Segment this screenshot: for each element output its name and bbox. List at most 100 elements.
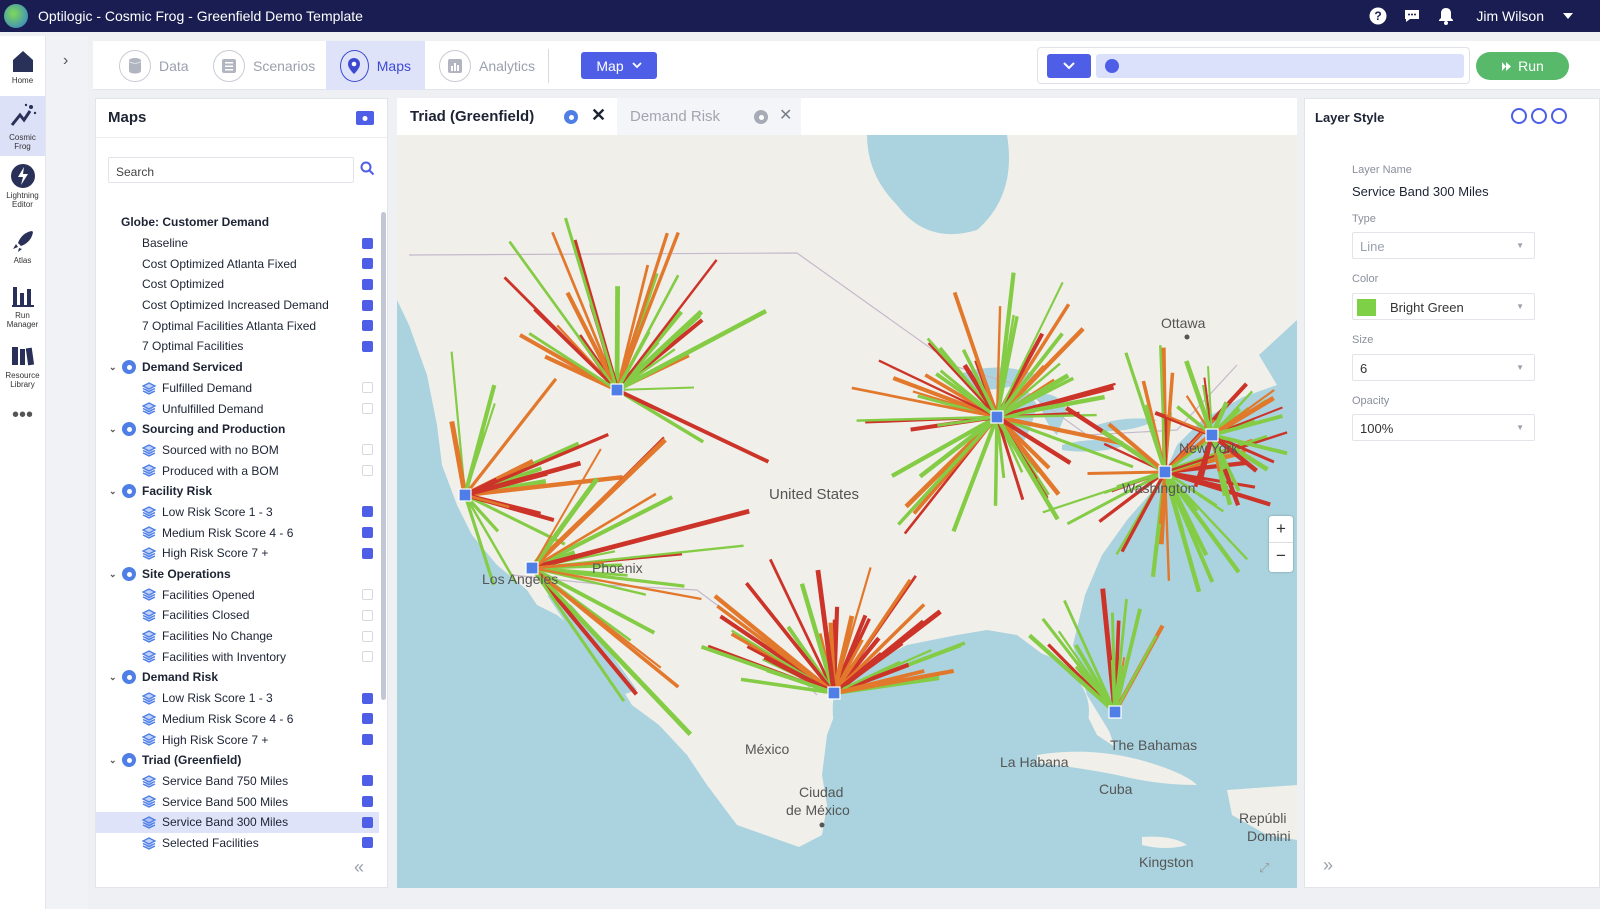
help-icon[interactable]: ? [1368,6,1388,26]
run-button[interactable]: Run [1476,52,1569,80]
layer-visibility-checkbox[interactable] [362,589,373,601]
more-icon[interactable]: ••• [11,404,33,426]
facility-marker[interactable] [525,561,539,575]
scenario-dropdown-button[interactable] [1047,54,1091,78]
layer-visibility-checkbox[interactable] [362,299,373,311]
tree-row[interactable]: ⌄ Facility Risk [96,481,379,502]
tree-row[interactable]: Cost Optimized [96,274,379,295]
tree-row[interactable]: Facilities Closed [96,605,379,626]
collapse-panel-icon[interactable]: « [354,857,364,877]
tree-row[interactable]: ⌄ Demand Serviced [96,357,379,378]
user-chevron-down-icon[interactable] [1558,6,1578,26]
tree-row[interactable]: High Risk Score 7 + [96,543,379,564]
tree-row[interactable]: ⌄ Sourcing and Production [96,419,379,440]
tree-row[interactable]: Low Risk Score 1 - 3 [96,502,379,523]
facility-marker[interactable] [458,488,472,502]
chat-icon[interactable] [1402,6,1422,26]
expand-caret-icon[interactable]: ⌄ [109,754,117,765]
expand-panel-icon[interactable]: » [1323,855,1333,875]
zoom-out-button[interactable]: − [1269,542,1293,569]
nav-lightning-editor[interactable]: Lightning Editor [0,156,45,216]
tree-row[interactable]: Baseline [96,233,379,254]
nav-resource-library[interactable]: Resource Library [0,336,45,396]
layer-visibility-checkbox[interactable] [362,258,373,270]
tab-maps[interactable]: Maps [326,41,425,90]
layer-visibility-checkbox[interactable] [362,465,373,477]
map-type-dropdown[interactable]: Map [581,52,657,79]
layer-visibility-checkbox[interactable] [362,403,373,415]
tree-row[interactable]: 7 Optimal Facilities [96,336,379,357]
layer-visibility-checkbox[interactable] [362,775,373,787]
tab-scenarios[interactable]: Scenarios [199,41,329,90]
tree-row[interactable]: Medium Risk Score 4 - 6 [96,709,379,730]
color-select[interactable]: Bright Green ▼ [1352,293,1535,320]
camera-icon[interactable] [356,111,374,125]
tree-row[interactable]: Service Band 500 Miles [96,791,379,812]
nav-home[interactable]: Home [0,36,45,96]
facility-marker[interactable] [1108,705,1122,719]
layer-visibility-checkbox[interactable] [362,734,373,746]
layer-visibility-checkbox[interactable] [362,278,373,290]
type-select[interactable]: Line ▼ [1352,232,1535,259]
layer-visibility-checkbox[interactable] [362,651,373,663]
layer-visibility-checkbox[interactable] [362,713,373,725]
layer-visibility-checkbox[interactable] [362,816,373,828]
tree-row[interactable]: Globe: Customer Demand [96,212,379,233]
expand-caret-icon[interactable]: ⌄ [109,671,117,682]
close-tab-icon[interactable]: ✕ [591,105,607,125]
users-icon[interactable] [1551,108,1567,124]
layer-visibility-checkbox[interactable] [362,320,373,332]
bookmark-icon[interactable] [1531,108,1547,124]
layer-visibility-checkbox[interactable] [362,630,373,642]
search-icon[interactable] [360,161,375,181]
map-tab-demand-risk[interactable]: Demand Risk ✕ [617,98,801,135]
tree-row[interactable]: Cost Optimized Atlanta Fixed [96,253,379,274]
nav-atlas[interactable]: Atlas [0,216,45,276]
expand-caret-icon[interactable]: ⌄ [109,361,117,372]
tree-row[interactable]: Fulfilled Demand [96,378,379,399]
layer-visibility-checkbox[interactable] [362,340,373,352]
facility-marker[interactable] [990,410,1004,424]
tree-row[interactable]: Produced with a BOM [96,460,379,481]
opacity-select[interactable]: 100% ▼ [1352,414,1535,441]
tree-row[interactable]: 7 Optimal Facilities Atlanta Fixed [96,315,379,336]
expand-caret-icon[interactable]: ⌄ [109,568,117,579]
nav-cosmic-frog[interactable]: Cosmic Frog [0,96,45,156]
scenario-selection-field[interactable] [1096,54,1464,78]
tree-row[interactable]: Unfulfilled Demand [96,398,379,419]
nav-run-manager[interactable]: Run Manager [0,276,45,336]
layer-visibility-checkbox[interactable] [362,547,373,559]
expand-caret-icon[interactable]: ⌄ [109,423,117,434]
expand-chevron-icon[interactable]: › [63,52,69,69]
layer-visibility-checkbox[interactable] [362,692,373,704]
map-search-input[interactable]: Search [108,157,354,183]
layer-visibility-checkbox[interactable] [362,382,373,394]
tab-data[interactable]: Data [105,41,203,90]
layer-visibility-checkbox[interactable] [362,444,373,456]
facility-marker[interactable] [610,383,624,397]
facility-marker[interactable] [827,686,841,700]
user-menu[interactable]: Jim Wilson [1476,8,1544,24]
tab-analytics[interactable]: Analytics [425,41,549,90]
tree-row[interactable]: High Risk Score 7 + [96,729,379,750]
tree-row[interactable]: ⌄ Demand Risk [96,667,379,688]
size-select[interactable]: 6 ▼ [1352,354,1535,381]
layer-visibility-checkbox[interactable] [362,837,373,849]
close-tab-icon[interactable]: ✕ [779,107,793,124]
tree-row[interactable]: Service Band 300 Miles [96,811,379,833]
tree-row[interactable]: ⌄ Triad (Greenfield) [96,750,379,771]
tree-row[interactable]: Facilities No Change [96,626,379,647]
tree-scrollbar[interactable] [381,212,386,700]
map-tab-triad[interactable]: Triad (Greenfield) ✕ [397,98,613,135]
tree-row[interactable]: Selected Facilities [96,833,379,854]
fullscreen-icon[interactable]: ⤢ [1259,860,1270,875]
layer-visibility-checkbox[interactable] [362,506,373,518]
facility-marker[interactable] [1158,465,1172,479]
tree-row[interactable]: Facilities Opened [96,584,379,605]
bell-icon[interactable] [1436,6,1456,26]
tree-row[interactable]: Service Band 750 Miles [96,771,379,792]
facility-marker[interactable] [1205,428,1219,442]
tree-row[interactable]: Facilities with Inventory [96,646,379,667]
layer-visibility-checkbox[interactable] [362,609,373,621]
contrast-icon[interactable] [1511,108,1527,124]
